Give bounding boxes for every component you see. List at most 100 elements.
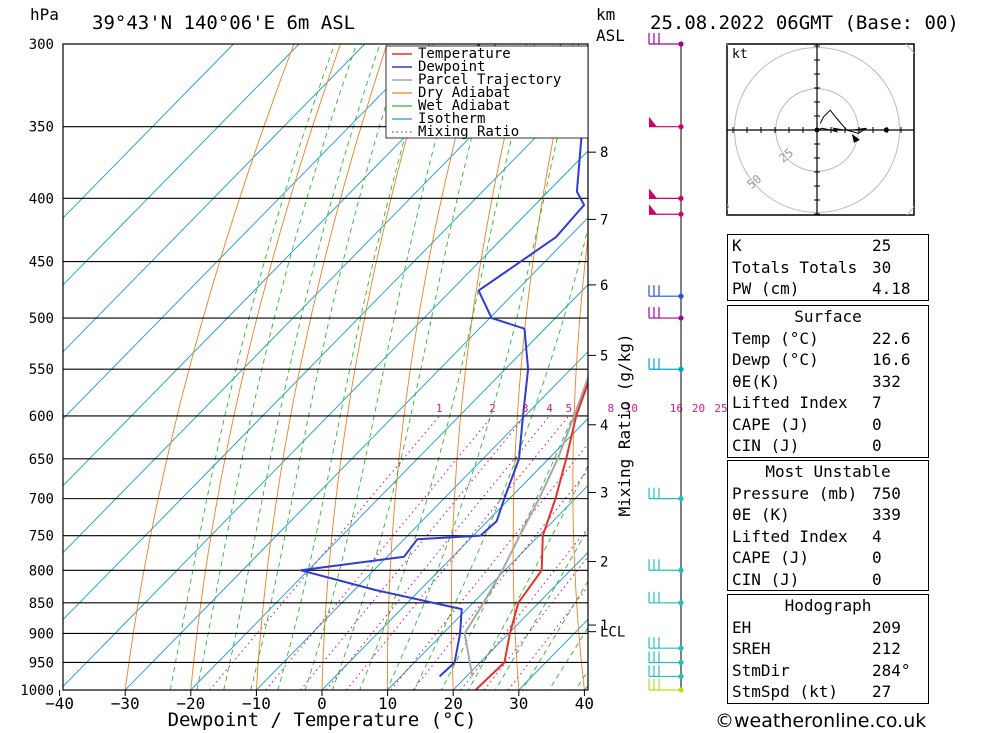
hodograph-row: EH 209 — [732, 617, 901, 637]
km-tick-label: 5 — [600, 348, 608, 364]
km-tick-label: 2 — [600, 554, 608, 570]
x-axis-label: Dewpoint / Temperature (°C) — [168, 709, 477, 731]
pressure-tick-label: 1000 — [20, 683, 54, 699]
hodograph-trace — [816, 109, 867, 134]
surface-row: θE(K) 332 — [732, 371, 901, 391]
most-unstable-title: Most Unstable — [765, 462, 891, 481]
legend-dry-adiabat: Dry Adiabat — [418, 85, 511, 101]
pressure-tick-label: 550 — [29, 362, 54, 378]
legend-parcel: Parcel Trajectory — [418, 72, 561, 88]
isotherm-line — [63, 44, 431, 420]
x-tick-label: −10 — [242, 694, 271, 713]
hodograph-table: Hodograph EH 209 SREH 212 StmDir 284° StmSp… — [727, 594, 929, 704]
wet-adiabat-line — [196, 44, 358, 690]
asl-unit-label: ASL — [596, 26, 625, 45]
hodograph-origin — [814, 127, 820, 133]
surface-row: Lifted Index 7 — [732, 393, 882, 412]
wind-barb-dot — [678, 567, 684, 573]
wet-adiabat-line — [331, 44, 497, 690]
isotherm-line — [124, 217, 588, 690]
pressure-tick-label: 850 — [29, 596, 54, 612]
mixing-ratio-line — [325, 415, 550, 690]
hodograph-unit: kt — [732, 47, 748, 62]
mixing-ratio-tick-label: 1 — [436, 402, 443, 415]
isotherm-line — [256, 350, 588, 690]
hodograph-point — [883, 127, 889, 133]
hodograph-table-title: Hodograph — [784, 596, 872, 615]
wind-barb-dot — [678, 124, 684, 130]
most-unstable-row: CIN (J) 0 — [732, 569, 882, 589]
wind-barb — [648, 487, 684, 502]
km-tick-label: 6 — [600, 278, 608, 294]
x-tick-label: 10 — [378, 694, 397, 713]
isotherm-line — [321, 417, 588, 690]
dry-adiabat-line — [321, 44, 435, 690]
wet-adiabat-line — [359, 44, 535, 690]
storm-motion-marker — [851, 133, 860, 143]
index-row-pw: PW (cm) 4.18 — [732, 279, 911, 298]
km-tick-label: 8 — [600, 145, 608, 161]
x-tick-label: 40 — [575, 694, 594, 713]
wet-adiabat-line — [467, 464, 588, 690]
wind-barb-dot — [678, 195, 684, 201]
dry-adiabat-line — [255, 44, 388, 690]
surface-row: Temp (°C) 22.6 — [732, 328, 911, 348]
index-row-totals: Totals Totals 30 — [732, 257, 892, 277]
pressure-tick-label: 800 — [29, 563, 54, 579]
isotherm-line — [63, 44, 300, 286]
wind-barb-dot — [678, 41, 684, 47]
wind-barb-dot — [678, 687, 684, 693]
wind-barb-dot — [678, 673, 684, 680]
wind-barb — [649, 188, 684, 201]
most-unstable-table: Most Unstable Pressure (mb) 750 θE (K) 339… — [727, 460, 929, 591]
hodograph-row: StmDir 284° — [732, 660, 911, 680]
mixing-ratio-line — [300, 415, 526, 690]
wind-barb — [648, 307, 684, 321]
pressure-tick-label: 900 — [29, 626, 54, 642]
km-tick-label: 4 — [600, 418, 608, 434]
wet-adiabat-line — [413, 226, 588, 690]
surface-row: CIN (J) 0 — [732, 436, 882, 455]
wet-adiabat-line — [169, 44, 336, 690]
dry-adiabat-line — [944, 26, 1000, 716]
legend: Temperature Dewpoint Parcel Trajectory D… — [385, 45, 589, 140]
surface-title: Surface — [794, 307, 862, 326]
pressure-tick-label: 700 — [29, 492, 54, 508]
location-title: 39°43'N 140°06'E 6m ASL — [92, 12, 355, 34]
x-tick-label: −20 — [176, 694, 205, 713]
wind-barb — [649, 204, 684, 217]
pressure-tick-label: 450 — [29, 255, 54, 271]
wind-barb — [648, 285, 684, 299]
x-tick-label: −40 — [45, 694, 74, 713]
wind-barb — [648, 33, 684, 47]
mixing-ratio-line — [345, 415, 570, 690]
dry-adiabat-line — [992, 26, 1000, 716]
most-unstable-row: θE (K) 339 — [732, 505, 901, 524]
dry-adiabat-line — [631, 26, 670, 716]
pressure-tick-label: 950 — [29, 655, 54, 671]
mixing-ratio-axis-label: Mixing Ratio (g/kg) — [615, 333, 634, 516]
surface-table: Surface Temp (°C) 22.6 Dewp (°C) 16.6 θE(K… — [727, 305, 929, 458]
wet-adiabat-line — [277, 44, 433, 690]
wind-barb-dot — [678, 211, 684, 217]
mixing-ratio-line — [390, 443, 588, 690]
x-tick-label: 30 — [509, 694, 528, 713]
indices-table: K 25 Totals Totals 30 PW (cm) 4.18 — [727, 234, 929, 301]
x-tick-label: −30 — [111, 694, 140, 713]
mixing-ratio-line — [412, 469, 588, 690]
index-row-k: K 25 — [732, 236, 892, 255]
km-unit-label: km — [596, 5, 615, 24]
wind-barb-dot — [678, 315, 684, 321]
wind-barb-dot — [678, 659, 684, 666]
mixing-ratio-tick-label: 20 — [692, 402, 705, 415]
x-tick-label: 0 — [317, 694, 327, 713]
wet-adiabat-line — [250, 44, 406, 690]
hodograph-ring-label: 75 — [713, 198, 733, 218]
y-unit-label: hPa — [30, 5, 59, 24]
mixing-ratio-tick-label: 8 — [607, 402, 614, 415]
dewpoint-line — [299, 44, 586, 678]
pressure-tick-label: 600 — [29, 409, 54, 425]
wind-barb — [649, 116, 684, 130]
